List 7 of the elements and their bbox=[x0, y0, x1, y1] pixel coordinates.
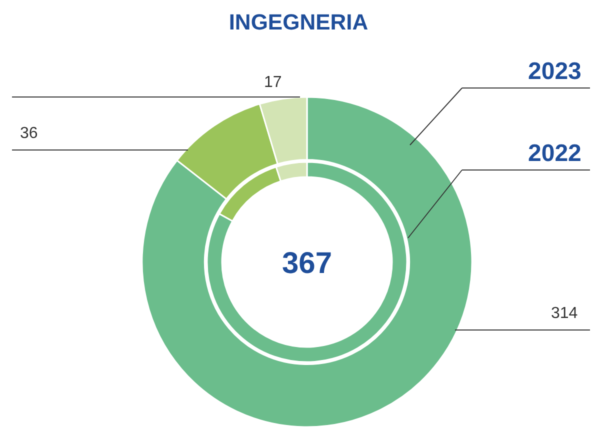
chart-title: INGEGNERIA bbox=[228, 10, 368, 35]
slice-label: 2022 bbox=[528, 140, 582, 167]
data-label: 17 bbox=[264, 74, 282, 91]
data-label: 314 bbox=[551, 305, 578, 322]
text: 367 bbox=[282, 247, 332, 280]
slice-label: 2023 bbox=[528, 58, 582, 85]
data-label: 36 bbox=[20, 125, 38, 142]
